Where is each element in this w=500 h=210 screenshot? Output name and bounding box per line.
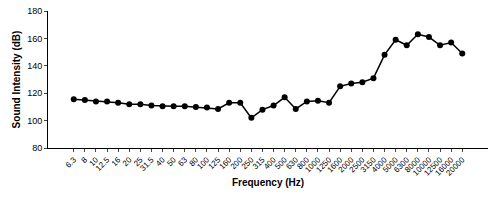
svg-text:180: 180 [27, 6, 42, 16]
svg-text:20: 20 [121, 155, 134, 168]
svg-text:100: 100 [27, 116, 42, 126]
svg-text:5000: 5000 [381, 155, 400, 174]
svg-text:4000: 4000 [370, 155, 389, 174]
svg-text:80: 80 [187, 155, 200, 168]
svg-text:31.5: 31.5 [138, 155, 156, 173]
svg-text:125: 125 [206, 155, 222, 171]
svg-text:3150: 3150 [359, 155, 378, 174]
svg-text:315: 315 [251, 155, 267, 171]
svg-text:Sound Intensity (dB): Sound Intensity (dB) [11, 31, 22, 129]
svg-text:800: 800 [295, 155, 311, 171]
svg-text:2000: 2000 [337, 155, 356, 174]
svg-text:120: 120 [27, 88, 42, 98]
svg-text:250: 250 [240, 155, 256, 171]
svg-text:8: 8 [80, 155, 90, 165]
svg-text:140: 140 [27, 61, 42, 71]
svg-text:160: 160 [218, 155, 234, 171]
svg-text:6300: 6300 [392, 155, 411, 174]
svg-text:200: 200 [229, 155, 245, 171]
svg-text:16: 16 [110, 155, 123, 168]
svg-text:10000: 10000 [411, 155, 433, 177]
svg-text:12.5: 12.5 [94, 155, 112, 173]
svg-text:10: 10 [88, 155, 101, 168]
svg-text:1600: 1600 [325, 155, 344, 174]
svg-text:63: 63 [176, 155, 189, 168]
svg-text:6.3: 6.3 [64, 155, 79, 170]
svg-text:160: 160 [27, 34, 42, 44]
svg-text:25: 25 [132, 155, 145, 168]
svg-text:50: 50 [165, 155, 178, 168]
svg-text:400: 400 [262, 155, 278, 171]
svg-text:100: 100 [195, 155, 211, 171]
svg-text:16000: 16000 [433, 155, 455, 177]
svg-text:20000: 20000 [444, 155, 466, 177]
svg-text:2500: 2500 [348, 155, 367, 174]
svg-text:40: 40 [154, 155, 167, 168]
svg-text:Frequency (Hz): Frequency (Hz) [232, 177, 304, 188]
svg-text:1000: 1000 [303, 155, 322, 174]
svg-text:500: 500 [273, 155, 289, 171]
svg-text:12500: 12500 [422, 155, 444, 177]
svg-text:8000: 8000 [403, 155, 422, 174]
svg-text:630: 630 [284, 155, 300, 171]
svg-text:80: 80 [32, 143, 42, 153]
svg-text:1250: 1250 [314, 155, 333, 174]
